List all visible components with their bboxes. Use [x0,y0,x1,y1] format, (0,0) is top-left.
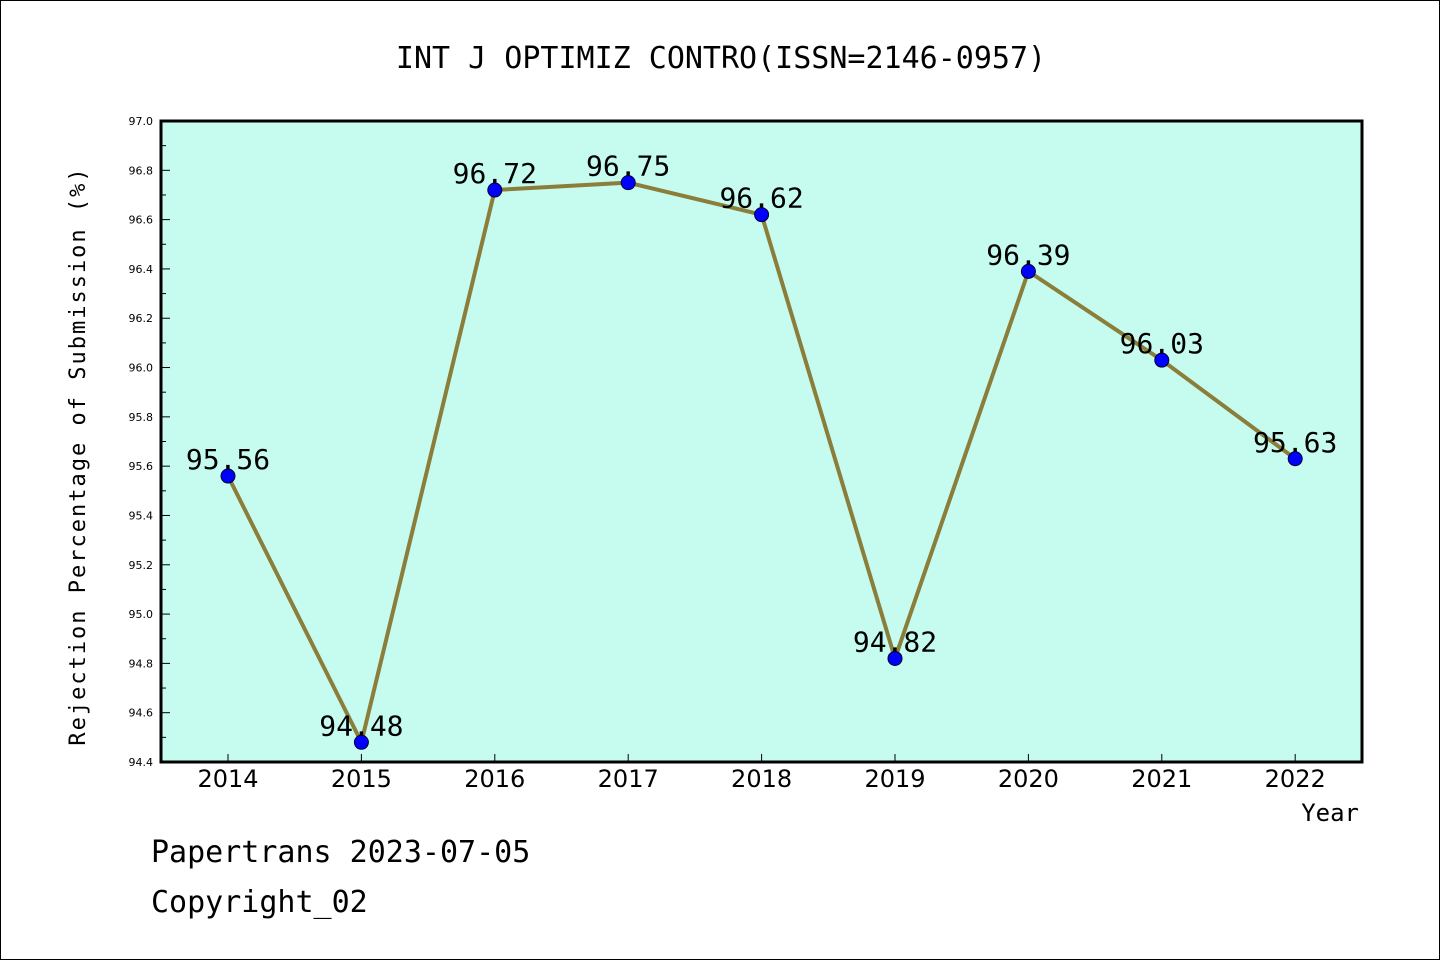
y-tick-label: 97.0 [129,115,154,128]
y-tick-label: 96.8 [129,164,154,177]
y-tick-label: 95.4 [129,509,154,522]
data-point [487,182,503,198]
data-label: 96.39 [986,238,1070,271]
x-tick-label: 2022 [1265,765,1326,793]
y-axis-label: Rejection Percentage of Submission (%) [66,166,91,745]
y-axis: 94.4 94.6 94.8 95.0 95.2 95.4 95.6 95.8 96.0 96.2… [129,115,170,769]
x-tick-label: 2016 [464,765,525,793]
data-label: 96.72 [453,157,537,190]
y-tick-label: 96.2 [129,312,154,325]
y-tick-label: 95.0 [129,608,154,621]
x-axis-label: Year [1301,799,1359,827]
data-point [1020,263,1036,279]
data-label: 96.62 [719,182,803,215]
data-point [220,468,236,484]
data-point [1154,352,1170,368]
data-label: 96.03 [1120,327,1204,360]
plot-area [159,119,1364,764]
data-label: 94.82 [853,625,937,658]
x-tick-label: 2020 [998,765,1059,793]
chart-title: INT J OPTIMIZ CONTRO(ISSN=2146-0957) [396,41,1046,76]
footer-date: Papertrans 2023-07-05 [151,835,531,870]
data-label: 94.48 [319,709,403,742]
y-tick-label: 95.6 [129,460,154,473]
y-tick-label: 94.6 [129,707,154,720]
x-tick-label: 2018 [731,765,792,793]
y-tick-label: 95.2 [129,559,154,572]
x-tick-label: 2019 [864,765,925,793]
y-tick-label: 96.6 [129,214,154,227]
x-tick-label: 2014 [197,765,258,793]
data-points [220,175,1303,750]
x-tick-label: 2021 [1131,765,1192,793]
x-tick-label: 2017 [598,765,659,793]
data-point [620,175,636,191]
data-label: 95.63 [1253,426,1337,459]
footer-copyright: Copyright_02 [151,885,368,920]
data-point [754,207,770,223]
y-tick-label: 96.4 [129,263,154,276]
data-point [887,650,903,666]
data-label: 95.56 [186,443,270,476]
data-point [1287,451,1303,467]
y-tick-label: 96.0 [129,362,154,375]
y-tick-label: 94.4 [129,756,154,769]
data-label: 96.75 [586,150,670,183]
data-point [353,734,369,750]
x-axis: 2014 2015 2016 2017 2018 2019 2020 2021 2022 [197,754,1326,793]
x-tick-label: 2015 [331,765,392,793]
data-labels: 95.56 94.48 96.72 96.75 96.62 94.82 96.39 96.03… [186,150,1337,743]
y-tick-label: 94.8 [129,657,154,670]
y-tick-label: 95.8 [129,411,154,424]
